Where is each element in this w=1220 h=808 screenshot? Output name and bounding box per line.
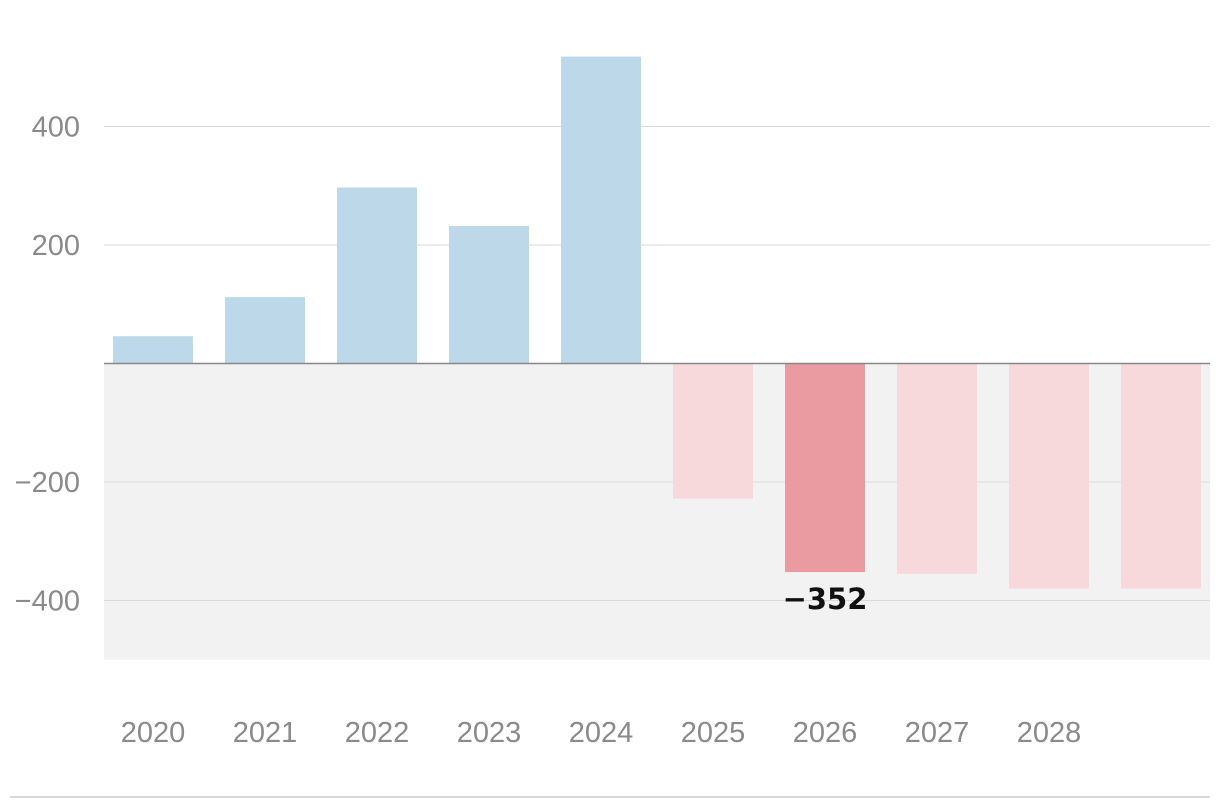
x-tick-label: 2020 <box>121 717 186 749</box>
y-tick-label: −400 <box>15 586 80 618</box>
bar-2025 <box>673 363 753 499</box>
y-tick-label: −200 <box>15 467 80 499</box>
data-label: −352 <box>783 582 868 616</box>
bar-2020 <box>113 336 193 364</box>
bar-9 <box>1121 363 1201 589</box>
bar-2027 <box>897 363 977 574</box>
x-tick-label: 2021 <box>233 717 298 749</box>
bar-2022 <box>337 187 417 364</box>
bar-2024 <box>561 56 641 364</box>
x-tick-label: 2023 <box>457 717 522 749</box>
bar-2026 <box>785 363 865 573</box>
bar-2028 <box>1009 363 1089 589</box>
x-tick-label: 2028 <box>1017 717 1082 749</box>
y-tick-label: 200 <box>32 230 80 262</box>
bar-2023 <box>449 226 529 364</box>
bar-2021 <box>225 297 305 364</box>
y-tick-label: 400 <box>32 112 80 144</box>
x-tick-label: 2026 <box>793 717 858 749</box>
x-tick-label: 2025 <box>681 717 746 749</box>
x-tick-label: 2027 <box>905 717 970 749</box>
x-tick-label: 2022 <box>345 717 410 749</box>
x-tick-label: 2024 <box>569 717 634 749</box>
